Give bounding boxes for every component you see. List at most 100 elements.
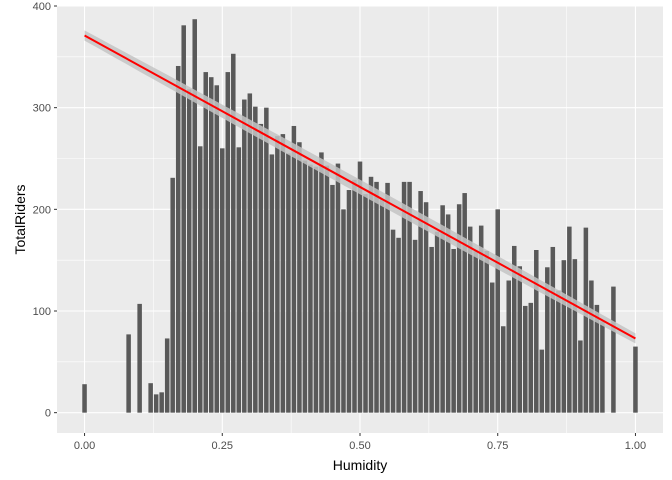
bar — [181, 25, 186, 413]
bar — [208, 77, 214, 413]
bar — [385, 182, 390, 413]
bar — [258, 123, 264, 413]
bar — [308, 164, 313, 413]
bar — [396, 237, 401, 413]
bar — [572, 259, 578, 413]
bar — [456, 204, 462, 413]
bar — [280, 134, 286, 413]
x-tick-labels: 0.00 0.25 0.50 0.75 1.00 — [74, 440, 646, 452]
x-tick-label: 0.50 — [349, 440, 370, 452]
axis-ticks — [54, 5, 636, 436]
x-tick-label: 0.00 — [74, 440, 95, 452]
bar — [478, 225, 484, 413]
bar — [335, 163, 341, 413]
bar — [440, 205, 445, 413]
y-tick-label: 300 — [33, 103, 51, 115]
y-tick-label: 100 — [33, 306, 51, 318]
bar — [578, 340, 583, 413]
bar — [253, 106, 258, 413]
bar — [484, 251, 489, 413]
x-tick-label: 1.00 — [625, 440, 646, 452]
bar-series — [82, 19, 638, 413]
y-axis-title: TotalRiders — [12, 184, 28, 254]
x-axis-title: Humidity — [333, 457, 387, 473]
bar — [242, 99, 247, 413]
bar — [390, 229, 396, 413]
bar — [511, 245, 517, 413]
bar — [583, 227, 589, 413]
bar — [302, 160, 308, 413]
bar — [346, 190, 352, 413]
bar — [451, 248, 456, 413]
x-tick-label: 0.75 — [487, 440, 508, 452]
bar — [506, 280, 512, 413]
bar — [467, 226, 473, 413]
bar — [379, 199, 385, 413]
bar — [170, 177, 175, 413]
bar — [352, 179, 357, 413]
bar — [434, 231, 440, 413]
bar — [550, 246, 556, 413]
y-tick-label: 0 — [45, 408, 51, 420]
bar — [500, 326, 506, 413]
bar — [363, 194, 368, 413]
trend-line-group — [84, 30, 636, 344]
bar — [556, 290, 561, 413]
bar — [330, 184, 335, 413]
bar — [545, 267, 550, 413]
bar — [594, 304, 600, 413]
bar — [275, 136, 280, 413]
y-tick-label: 400 — [33, 1, 51, 13]
bar — [220, 148, 225, 413]
bar — [137, 303, 142, 413]
bar — [203, 72, 209, 413]
bar — [589, 280, 594, 413]
bar — [374, 181, 379, 413]
bar — [357, 161, 363, 413]
bar — [214, 85, 220, 413]
bar — [82, 384, 87, 413]
bar — [319, 152, 324, 413]
bar — [231, 53, 236, 413]
bar — [368, 176, 374, 413]
bar — [225, 72, 231, 413]
bar — [148, 383, 153, 413]
bar — [192, 19, 197, 413]
bar — [236, 147, 242, 413]
bar — [445, 214, 451, 413]
bar — [600, 321, 605, 413]
bar — [407, 181, 412, 413]
bar — [489, 282, 495, 413]
bar — [313, 166, 319, 413]
bar — [175, 65, 181, 413]
bar — [523, 305, 528, 413]
bar — [341, 209, 346, 413]
bar — [153, 394, 159, 413]
bar — [291, 125, 297, 413]
bar — [495, 209, 500, 413]
bar — [186, 89, 192, 413]
bar — [412, 239, 418, 413]
bar — [462, 193, 467, 413]
y-tick-labels: 0 100 200 300 400 — [33, 1, 51, 420]
bar — [561, 260, 567, 413]
bar — [611, 286, 616, 413]
bar — [164, 338, 170, 413]
bar — [264, 107, 269, 413]
bar — [517, 266, 523, 413]
bar — [528, 302, 534, 413]
bar — [297, 142, 302, 413]
bar — [633, 346, 638, 413]
bar — [324, 165, 330, 413]
bar — [269, 154, 275, 413]
bar — [247, 93, 253, 413]
bar — [418, 191, 423, 413]
bar — [401, 181, 407, 413]
bar — [534, 250, 539, 413]
y-tick-label: 200 — [33, 204, 51, 216]
trend-line — [84, 34, 636, 340]
bar — [423, 202, 429, 413]
bar — [429, 246, 434, 413]
bar — [286, 153, 291, 413]
